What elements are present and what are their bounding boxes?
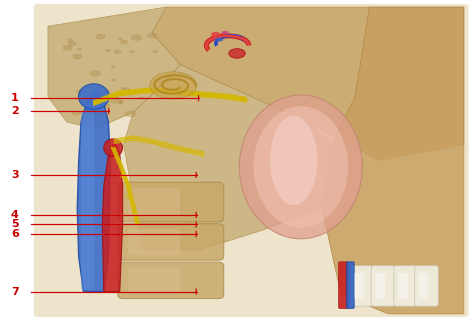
FancyBboxPatch shape: [118, 182, 224, 222]
Ellipse shape: [73, 111, 81, 115]
FancyBboxPatch shape: [118, 262, 224, 299]
FancyBboxPatch shape: [350, 266, 374, 306]
FancyBboxPatch shape: [371, 266, 395, 306]
Ellipse shape: [110, 98, 121, 103]
Ellipse shape: [63, 46, 72, 50]
Text: 6: 6: [11, 229, 19, 239]
FancyBboxPatch shape: [81, 111, 94, 290]
FancyBboxPatch shape: [375, 273, 385, 299]
Ellipse shape: [139, 97, 144, 99]
Ellipse shape: [121, 40, 128, 44]
Text: 4: 4: [11, 210, 19, 220]
Ellipse shape: [103, 104, 110, 108]
Polygon shape: [322, 7, 464, 314]
Ellipse shape: [119, 101, 123, 102]
Ellipse shape: [101, 90, 109, 94]
FancyBboxPatch shape: [346, 262, 354, 308]
Ellipse shape: [254, 106, 348, 228]
Ellipse shape: [123, 88, 130, 92]
Polygon shape: [102, 141, 123, 291]
FancyBboxPatch shape: [354, 273, 364, 299]
FancyBboxPatch shape: [415, 266, 438, 306]
Ellipse shape: [215, 38, 223, 42]
Ellipse shape: [82, 110, 87, 113]
Ellipse shape: [131, 35, 142, 40]
FancyBboxPatch shape: [118, 224, 224, 260]
Ellipse shape: [153, 50, 158, 53]
Ellipse shape: [118, 38, 122, 40]
Ellipse shape: [90, 71, 100, 76]
Ellipse shape: [106, 49, 110, 52]
FancyBboxPatch shape: [128, 268, 180, 293]
FancyBboxPatch shape: [419, 273, 428, 299]
Ellipse shape: [118, 102, 123, 104]
Ellipse shape: [150, 72, 197, 99]
Text: 7: 7: [11, 287, 19, 297]
Text: 1: 1: [11, 93, 19, 103]
Ellipse shape: [78, 84, 109, 109]
Ellipse shape: [114, 50, 121, 54]
Ellipse shape: [78, 48, 82, 50]
Ellipse shape: [76, 90, 82, 93]
Ellipse shape: [73, 54, 82, 59]
Ellipse shape: [211, 32, 220, 37]
Ellipse shape: [239, 95, 362, 239]
Ellipse shape: [147, 33, 157, 38]
Text: 2: 2: [11, 106, 19, 116]
Ellipse shape: [67, 39, 73, 41]
Ellipse shape: [111, 65, 115, 67]
Ellipse shape: [112, 79, 116, 81]
FancyBboxPatch shape: [128, 188, 180, 216]
FancyBboxPatch shape: [34, 4, 469, 317]
Polygon shape: [152, 7, 464, 160]
Ellipse shape: [94, 104, 104, 109]
FancyBboxPatch shape: [128, 229, 180, 255]
Ellipse shape: [222, 31, 229, 35]
Ellipse shape: [270, 116, 318, 205]
Ellipse shape: [130, 51, 134, 53]
Ellipse shape: [121, 87, 125, 89]
Ellipse shape: [97, 91, 107, 96]
FancyBboxPatch shape: [394, 266, 418, 306]
Text: 3: 3: [11, 170, 18, 180]
Ellipse shape: [91, 86, 99, 91]
Ellipse shape: [95, 91, 102, 94]
FancyBboxPatch shape: [398, 273, 408, 299]
Text: 5: 5: [11, 220, 18, 230]
Ellipse shape: [68, 42, 76, 46]
Ellipse shape: [90, 105, 99, 110]
Ellipse shape: [96, 34, 105, 39]
FancyBboxPatch shape: [338, 262, 348, 308]
Ellipse shape: [125, 111, 136, 117]
Polygon shape: [77, 90, 110, 291]
Ellipse shape: [80, 89, 87, 92]
Ellipse shape: [229, 49, 245, 58]
Polygon shape: [48, 7, 180, 128]
Ellipse shape: [104, 139, 123, 157]
Polygon shape: [124, 65, 331, 250]
